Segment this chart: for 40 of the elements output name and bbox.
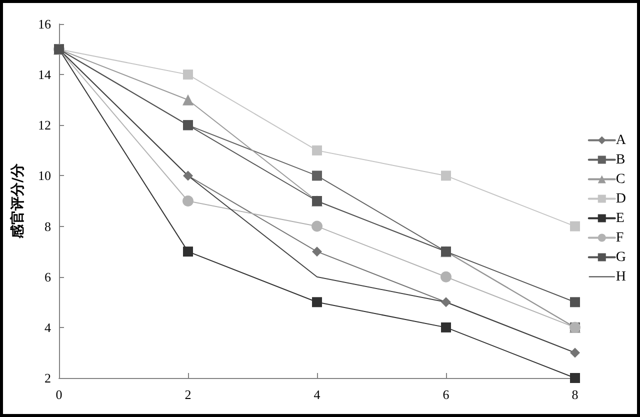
legend-label: D [616, 191, 626, 206]
y-tick-label: 14 [38, 67, 52, 82]
legend-label: B [616, 152, 626, 168]
y-tick-label: 6 [44, 269, 52, 284]
x-tick-label: 8 [572, 387, 578, 402]
point [312, 297, 322, 308]
y-tick-label: 8 [44, 218, 51, 234]
point [441, 297, 451, 308]
y-tick-label: 4 [44, 320, 52, 335]
y-tick-label: 16 [38, 16, 52, 32]
point [312, 220, 322, 232]
point [183, 70, 193, 80]
y-tick-label: 10 [38, 168, 51, 184]
point [182, 196, 194, 206]
point [183, 170, 193, 181]
legend-label: A [616, 132, 627, 148]
point [570, 297, 580, 308]
y-tick-label: 2 [44, 370, 51, 386]
x-tick-label: 4 [314, 387, 321, 402]
point [312, 145, 322, 156]
x-tick-label: 6 [442, 387, 450, 402]
point [440, 271, 452, 282]
y-tick-label: 12 [38, 118, 51, 133]
point [183, 246, 193, 257]
x-tick-label: 2 [184, 387, 192, 402]
point [312, 170, 322, 181]
legend-label: E [616, 210, 624, 226]
legend-label: C [616, 172, 626, 187]
x-tick-label: 0 [56, 387, 62, 402]
point [441, 170, 451, 181]
point [570, 221, 580, 232]
point [182, 94, 194, 106]
point [441, 322, 451, 332]
y-axis-title: 感官评分/分 [9, 162, 26, 240]
point [570, 373, 580, 383]
point [570, 348, 580, 358]
point [312, 246, 322, 257]
legend-label: H [616, 269, 626, 284]
legend-label: G [616, 250, 626, 265]
legend-label: F [616, 230, 624, 246]
